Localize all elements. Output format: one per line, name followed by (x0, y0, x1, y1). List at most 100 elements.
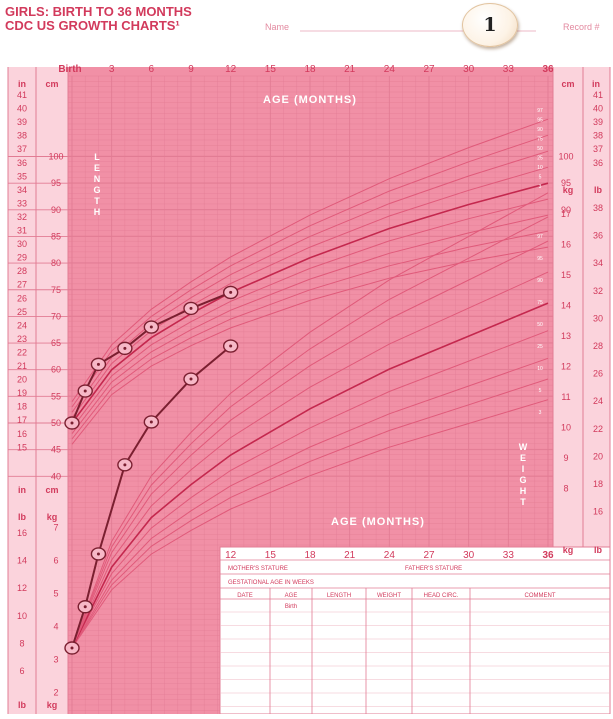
right-kg-tick: 17 (561, 209, 571, 219)
left-inch-tick: 41 (17, 90, 27, 100)
weight-percentile-label: 10 (537, 366, 543, 372)
right-kg-tick: 9 (563, 453, 568, 463)
length-vertical-letter: N (94, 174, 101, 184)
left-inch-tick: 22 (17, 347, 27, 357)
left-cm-tick: 55 (51, 391, 61, 401)
left-inch-tick: 39 (17, 117, 27, 127)
left-inch-tick: 38 (17, 131, 27, 141)
left-cm-tick: 95 (51, 178, 61, 188)
age-axis-label-top: AGE (MONTHS) (263, 94, 357, 106)
right-in-unit: in (592, 79, 600, 89)
right-pound-tick: 28 (593, 341, 603, 351)
length-percentile-curve (71, 118, 549, 402)
mothers-stature-label: MOTHER'S STATURE (228, 566, 288, 572)
weight-data-point-center (149, 420, 153, 424)
weight-percentile-label: 90 (537, 278, 543, 284)
left-inch-tick: 17 (17, 415, 27, 425)
left-pound-tick: 10 (17, 611, 27, 621)
weight-percentile-curve (71, 271, 549, 649)
table-cell-age: Birth (285, 604, 297, 610)
right-lb-unit-bottom: lb (594, 545, 603, 555)
bottom-axis-tick-label: 36 (542, 550, 554, 561)
length-percentile-label: 50 (537, 146, 543, 152)
left-inch-tick: 15 (17, 442, 27, 452)
right-pound-tick: 30 (593, 313, 603, 323)
table-column-header: DATE (237, 593, 253, 599)
top-axis-tick-label: 9 (188, 64, 194, 75)
length-percentile-label: 97 (537, 108, 543, 114)
left-cm-tick: 50 (51, 418, 61, 428)
right-inch-tick: 39 (593, 117, 603, 127)
length-percentile-curve (71, 134, 549, 408)
length-percentile-curve (71, 230, 549, 440)
weight-percentile-curve (71, 216, 549, 649)
weight-percentile-label: 97 (537, 234, 543, 240)
chart-subtitle: CDC US GROWTH CHARTS¹ (5, 18, 180, 33)
left-pound-tick: 6 (19, 666, 24, 676)
table-column-header: LENGTH (327, 593, 351, 599)
top-axis-tick-label: 24 (384, 64, 396, 75)
left-inch-tick: 34 (17, 185, 27, 195)
right-inch-tick: 38 (593, 131, 603, 141)
right-pound-tick: 18 (593, 479, 603, 489)
right-pound-tick: 38 (593, 203, 603, 213)
length-vertical-letter: L (94, 152, 100, 162)
bottom-axis-tick-label: 30 (463, 550, 475, 561)
length-vertical-letter: T (94, 196, 100, 206)
length-percentile-label: 95 (537, 118, 543, 124)
length-data-point-center (70, 421, 74, 425)
length-data-point-center (83, 389, 87, 393)
left-kg-tick: 3 (53, 655, 58, 665)
left-cm-tick: 45 (51, 445, 61, 455)
length-percentile-curve (71, 198, 549, 429)
length-percentile-label: 5 (539, 175, 542, 181)
weight-percentile-label: 75 (537, 300, 543, 306)
left-inch-tick: 25 (17, 307, 27, 317)
step-number-badge: 1 (462, 3, 518, 47)
weight-percentile-label: 5 (539, 388, 542, 394)
weight-percentile-curve (71, 240, 549, 649)
chart-title: GIRLS: BIRTH TO 36 MONTHS (5, 4, 192, 19)
length-data-point-center (149, 325, 153, 329)
top-axis-tick-label: 15 (265, 64, 277, 75)
right-kg-tick: 10 (561, 423, 571, 433)
top-axis-tick-label: 12 (225, 64, 237, 75)
weight-vertical-letter: T (520, 497, 526, 507)
right-kg-tick: 15 (561, 270, 571, 280)
bottom-axis-tick-label: 33 (503, 550, 515, 561)
left-inch-tick: 32 (17, 212, 27, 222)
left-inch-tick: 37 (17, 144, 27, 154)
weight-data-point-center (189, 377, 193, 381)
weight-data-point-center (123, 463, 127, 467)
table-column-header: HEAD CIRC. (424, 593, 459, 599)
right-cm-tick: 100 (558, 152, 573, 162)
weight-percentile-curve (71, 357, 549, 649)
left-kg-tick: 2 (53, 688, 58, 698)
left-inch-tick: 28 (17, 266, 27, 276)
left-cm-tick: 40 (51, 471, 61, 481)
length-percentile-label: 10 (537, 165, 543, 171)
weight-percentile-label: 3 (539, 410, 542, 416)
left-inch-tick: 21 (17, 361, 27, 371)
right-pound-tick: 22 (593, 424, 603, 434)
weight-data-point-center (96, 552, 100, 556)
right-cm-tick: 95 (561, 178, 571, 188)
right-kg-unit: kg (563, 185, 574, 195)
table-column-header: COMMENT (525, 593, 556, 599)
left-pound-tick: 16 (17, 528, 27, 538)
right-pound-tick: 34 (593, 258, 603, 268)
weight-data-point-center (83, 605, 87, 609)
left-inch-tick: 33 (17, 198, 27, 208)
length-percentile-label: 90 (537, 127, 543, 133)
length-data-point-center (229, 290, 233, 294)
left-cm-tick: 90 (51, 205, 61, 215)
left-kg-unit-bottom: kg (47, 700, 58, 710)
table-column-header: AGE (285, 593, 298, 599)
length-vertical-letter: H (94, 207, 101, 217)
left-kg-unit: kg (47, 512, 58, 522)
weight-percentile-curve (71, 330, 549, 649)
record-table-background (220, 547, 610, 714)
weight-vertical-letter: W (519, 442, 528, 452)
fathers-stature-label: FATHER'S STATURE (405, 566, 462, 572)
left-cm-tick: 60 (51, 365, 61, 375)
